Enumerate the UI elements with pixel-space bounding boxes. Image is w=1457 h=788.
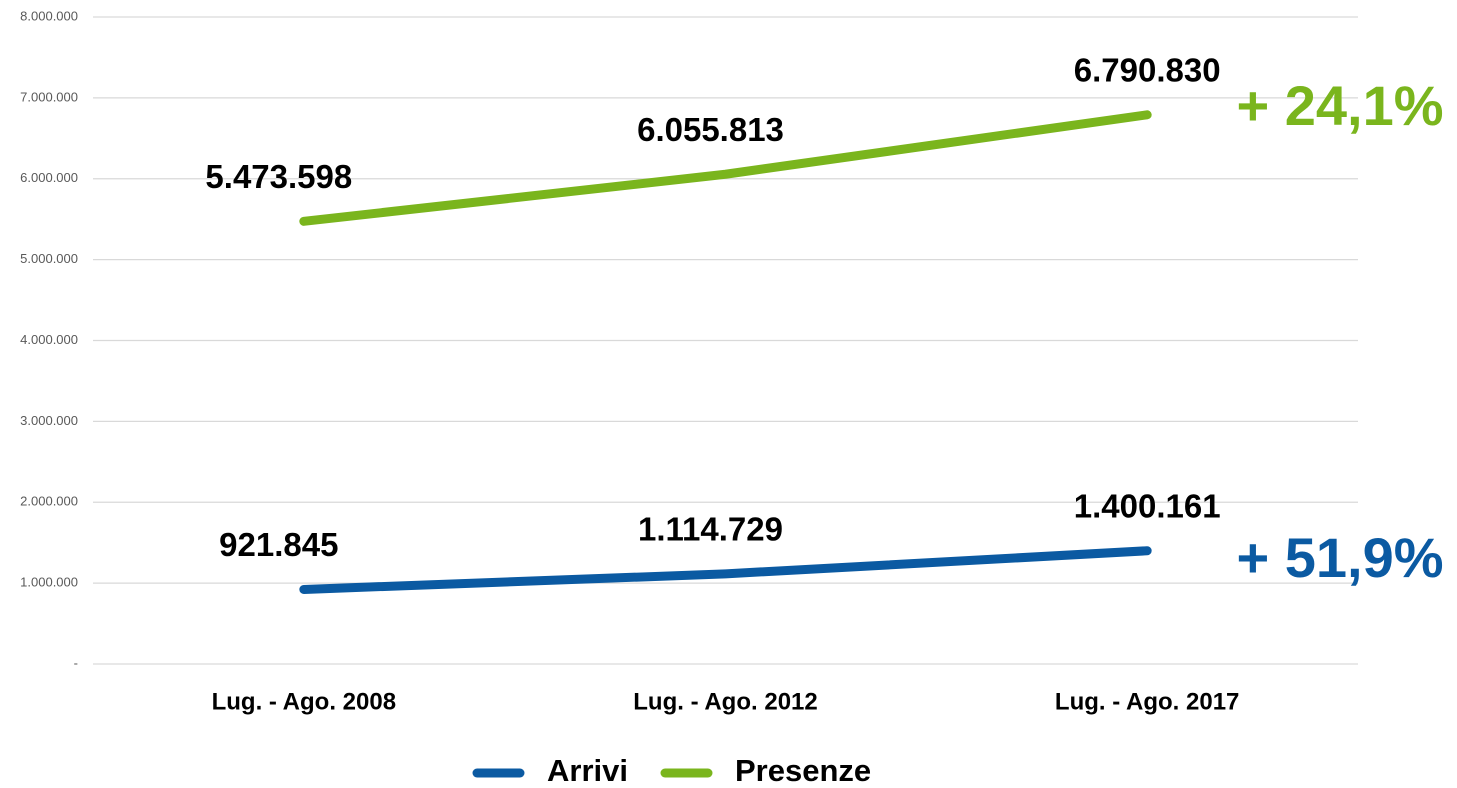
y-tick-label: 6.000.000 <box>20 170 78 185</box>
data-label: 1.400.161 <box>1074 487 1221 524</box>
y-tick-label: 5.000.000 <box>20 251 78 266</box>
y-tick-label: 8.000.000 <box>20 8 78 23</box>
annotation: + 24,1% <box>1236 74 1443 137</box>
y-tick-label: 3.000.000 <box>20 413 78 428</box>
y-tick-label: 1.000.000 <box>20 575 78 590</box>
annotation: + 51,9% <box>1236 526 1443 589</box>
data-label: 6.055.813 <box>637 111 784 148</box>
x-tick-label: Lug. - Ago. 2012 <box>633 688 817 715</box>
y-tick-label: 2.000.000 <box>20 494 78 509</box>
x-tick-label: Lug. - Ago. 2008 <box>212 688 396 715</box>
y-tick-label: 7.000.000 <box>20 89 78 104</box>
legend-label: Presenze <box>735 753 871 788</box>
data-label: 1.114.729 <box>638 511 783 548</box>
series-line <box>299 110 1152 226</box>
x-tick-label: Lug. - Ago. 2017 <box>1055 688 1239 715</box>
y-tick-label: 4.000.000 <box>20 332 78 347</box>
data-label: 6.790.830 <box>1074 52 1221 89</box>
legend-label: Arrivi <box>547 753 628 788</box>
data-label: 921.845 <box>219 526 338 563</box>
series-line <box>299 546 1152 594</box>
data-label: 5.473.598 <box>205 158 352 195</box>
y-tick-label: - <box>74 655 78 670</box>
